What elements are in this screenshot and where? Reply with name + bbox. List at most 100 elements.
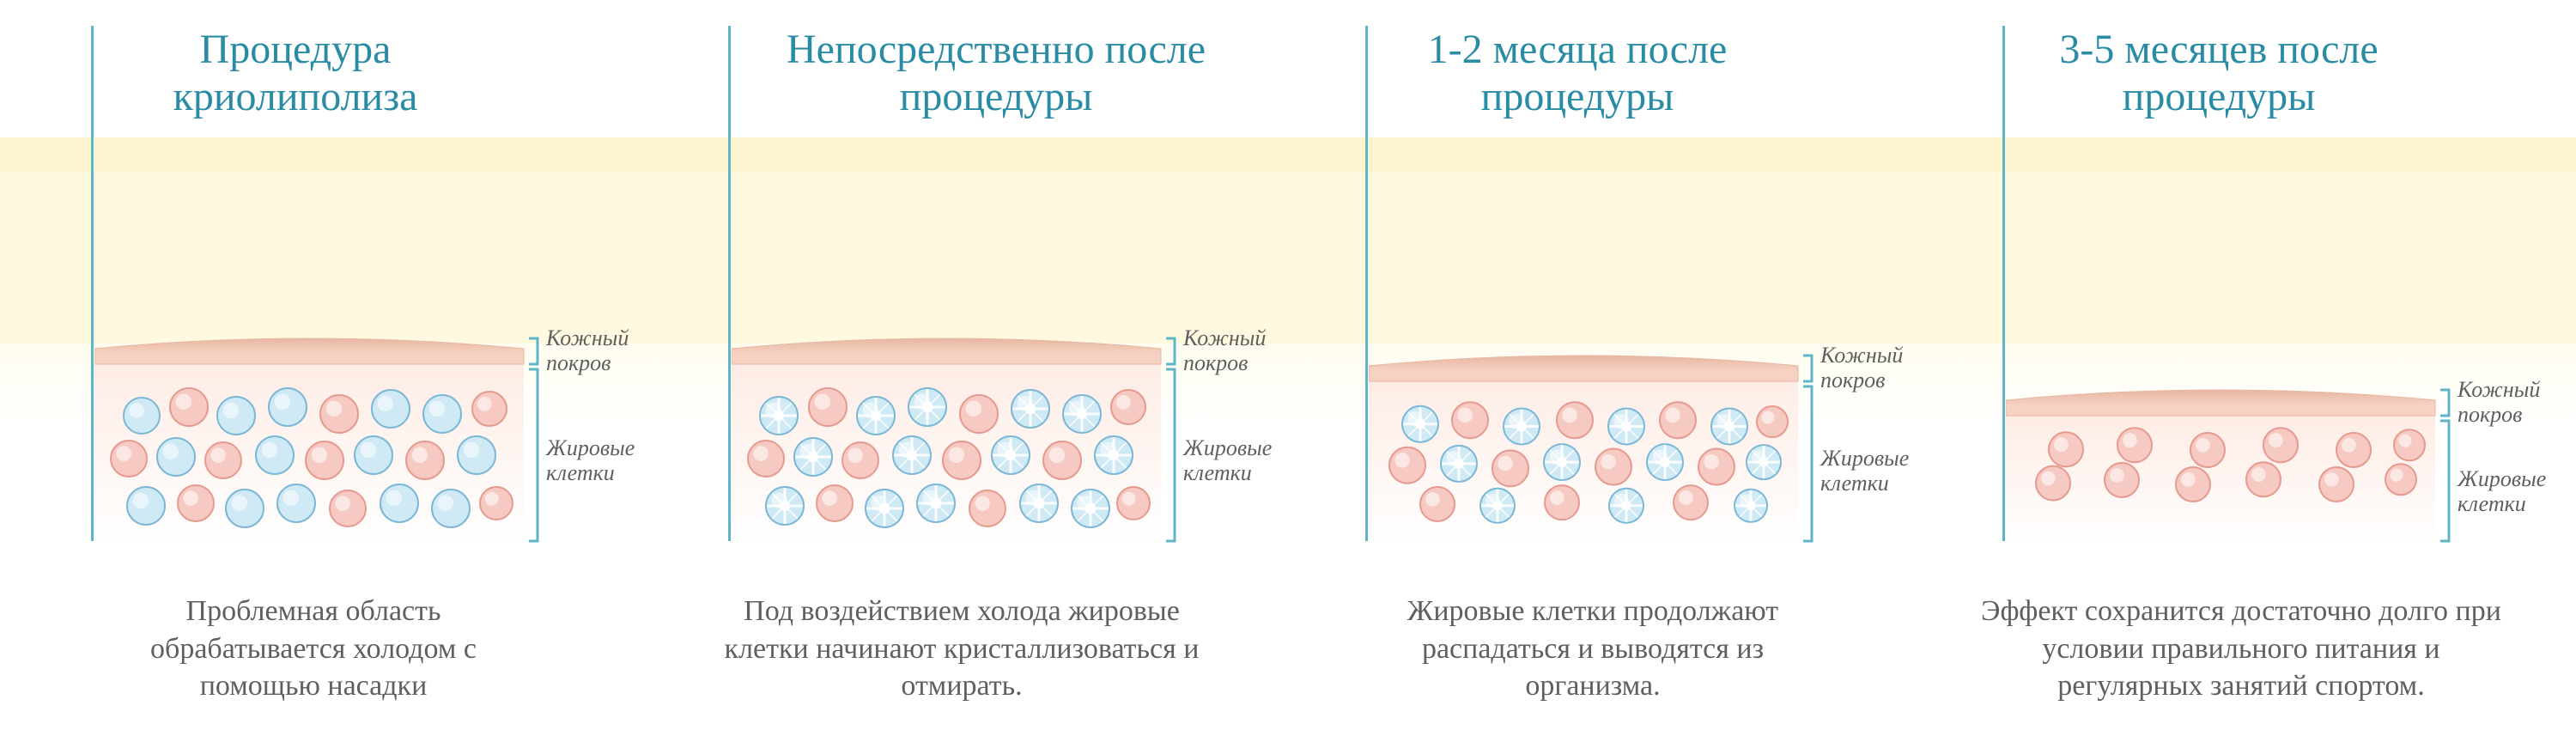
bracket-fat [1166,369,1175,541]
bracket-skin [1166,338,1175,364]
fat-cell-warm [2105,463,2139,497]
stage-vertical-line [91,26,94,541]
fat-cell-warm [943,441,981,479]
fat-cell-cold [226,490,264,527]
fat-cell-warm [842,442,878,478]
fat-cell-crystallized [1747,445,1781,479]
fat-cell-warm [960,395,998,433]
stage-title: Процедуракриолиполиза [106,26,484,120]
fat-cell-crystallized [794,438,832,476]
fat-cell-warm [2049,432,2083,466]
stage-title: Непосредственно послепроцедуры [747,26,1245,120]
fat-cell-warm [2336,433,2371,467]
label-fat: Жировыеклетки [2458,467,2546,516]
stage-title: 1-2 месяца послепроцедуры [1384,26,1771,120]
stage-description: Проблемная область обрабатывается холодо… [99,593,528,705]
skin-layer [732,338,1161,364]
fat-cell-cold [124,398,160,434]
fat-cell-warm [178,485,214,521]
fat-cell-cold [277,484,315,522]
fat-cell-warm [748,441,784,477]
fat-cell-crystallized [908,388,946,426]
fat-cell-crystallized [1609,489,1643,523]
fat-cell-warm [2385,464,2416,495]
fat-cell-crystallized [1711,408,1747,444]
fat-cell-warm [1117,487,1150,520]
fat-cell-crystallized [1480,489,1515,523]
background-band [0,172,2576,344]
fat-cell-warm [2190,433,2225,467]
bracket-skin [2440,390,2449,416]
fat-cell-crystallized [1072,490,1109,527]
bracket-fat [2440,421,2449,541]
fat-cell-warm [480,487,513,520]
bracket-fat [529,369,538,541]
fat-cell-crystallized [1402,406,1438,442]
label-skin: Кожныйпокров [546,326,629,375]
fat-cell-warm [205,442,241,478]
fat-cell-cold [157,438,195,476]
fat-cell-crystallized [1735,490,1767,522]
fat-cell-warm [1757,406,1788,437]
bracket-fat [1803,386,1812,541]
fat-cell-crystallized [766,487,804,525]
fat-cell-warm [472,392,507,426]
fat-cell-cold [127,487,165,525]
label-skin: Кожныйпокров [1820,344,1903,392]
fat-cell-cold [217,397,255,435]
fat-cell-warm [1595,449,1631,485]
stage-description: Эффект сохранится достаточно долго при у… [1975,593,2507,705]
fat-cell-crystallized [992,436,1030,474]
fat-cell-warm [1557,402,1593,438]
fat-cell-crystallized [1020,484,1058,522]
fat-cell-warm [2176,467,2210,502]
fat-cell-cold [372,390,410,428]
fat-cell-cold [380,484,418,522]
fat-cell-warm [2117,428,2152,462]
fat-cell-warm [1698,449,1735,485]
fat-cell-crystallized [866,490,903,527]
fat-cell-cold [423,395,461,433]
bracket-skin [529,338,538,364]
fat-cell-warm [1545,485,1579,520]
fat-cell-cold [432,490,470,527]
stage-vertical-line [2002,26,2005,541]
fat-cell-warm [2036,466,2070,501]
fat-cell-warm [1660,402,1696,438]
fat-cell-crystallized [1608,408,1644,444]
skin-layer [2006,390,2435,416]
fat-cell-warm [170,388,208,426]
skin-layer [1369,356,1798,381]
stage-description: Жировые клетки продолжают распадаться и … [1352,593,1833,705]
fat-cell-crystallized [1441,446,1477,482]
fat-cell-cold [269,388,307,426]
fat-cell-warm [330,490,366,526]
label-fat: Жировыеклетки [546,436,635,485]
stage-vertical-line [1365,26,1368,541]
fat-cell-crystallized [1012,390,1049,428]
fat-cell-crystallized [1544,444,1580,480]
fat-cell-warm [817,485,853,521]
fat-cell-warm [2246,462,2281,496]
fat-cell-warm [1674,485,1708,520]
fat-cell-crystallized [917,484,955,522]
label-fat: Жировыеклетки [1183,436,1272,485]
infographic-canvas: Процедуракриолиполиза Кожныйпокров Жировые… [0,0,2576,730]
stage-vertical-line [728,26,731,541]
fat-cell-crystallized [1095,436,1133,474]
fat-cell-crystallized [857,397,895,435]
fat-cell-warm [1492,450,1528,486]
fat-cell-cold [458,436,495,474]
label-skin: Кожныйпокров [2458,378,2540,427]
bracket-skin [1803,356,1812,381]
fat-cell-warm [1452,402,1488,438]
fat-cell-warm [306,441,343,479]
fat-cell-warm [1420,487,1455,521]
fat-cell-warm [2394,429,2425,460]
fat-cell-crystallized [1647,444,1683,480]
fat-cell-crystallized [893,436,931,474]
fat-cell-crystallized [760,397,798,435]
fat-cell-crystallized [1063,395,1101,433]
fat-cell-warm [1111,390,1145,424]
label-fat: Жировыеклетки [1820,447,1909,496]
